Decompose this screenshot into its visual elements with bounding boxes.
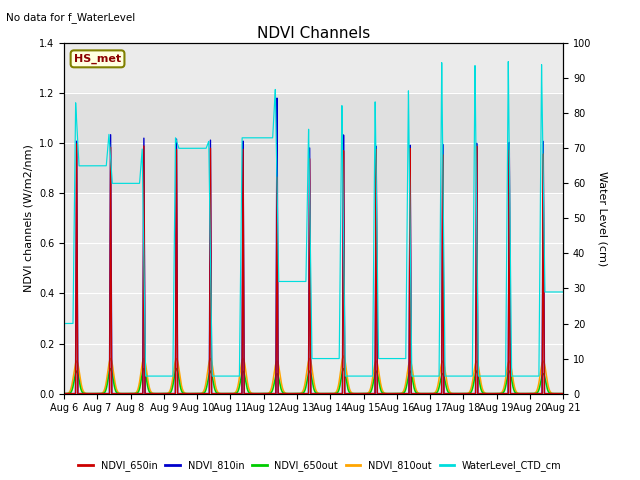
Text: HS_met: HS_met [74,54,121,64]
Legend: NDVI_650in, NDVI_810in, NDVI_650out, NDVI_810out, WaterLevel_CTD_cm: NDVI_650in, NDVI_810in, NDVI_650out, NDV… [74,456,566,475]
Text: No data for f_WaterLevel: No data for f_WaterLevel [6,12,136,23]
Title: NDVI Channels: NDVI Channels [257,25,370,41]
Y-axis label: Water Level (cm): Water Level (cm) [598,171,608,266]
Bar [64,93,563,193]
Y-axis label: NDVI channels (W/m2/nm): NDVI channels (W/m2/nm) [23,144,33,292]
